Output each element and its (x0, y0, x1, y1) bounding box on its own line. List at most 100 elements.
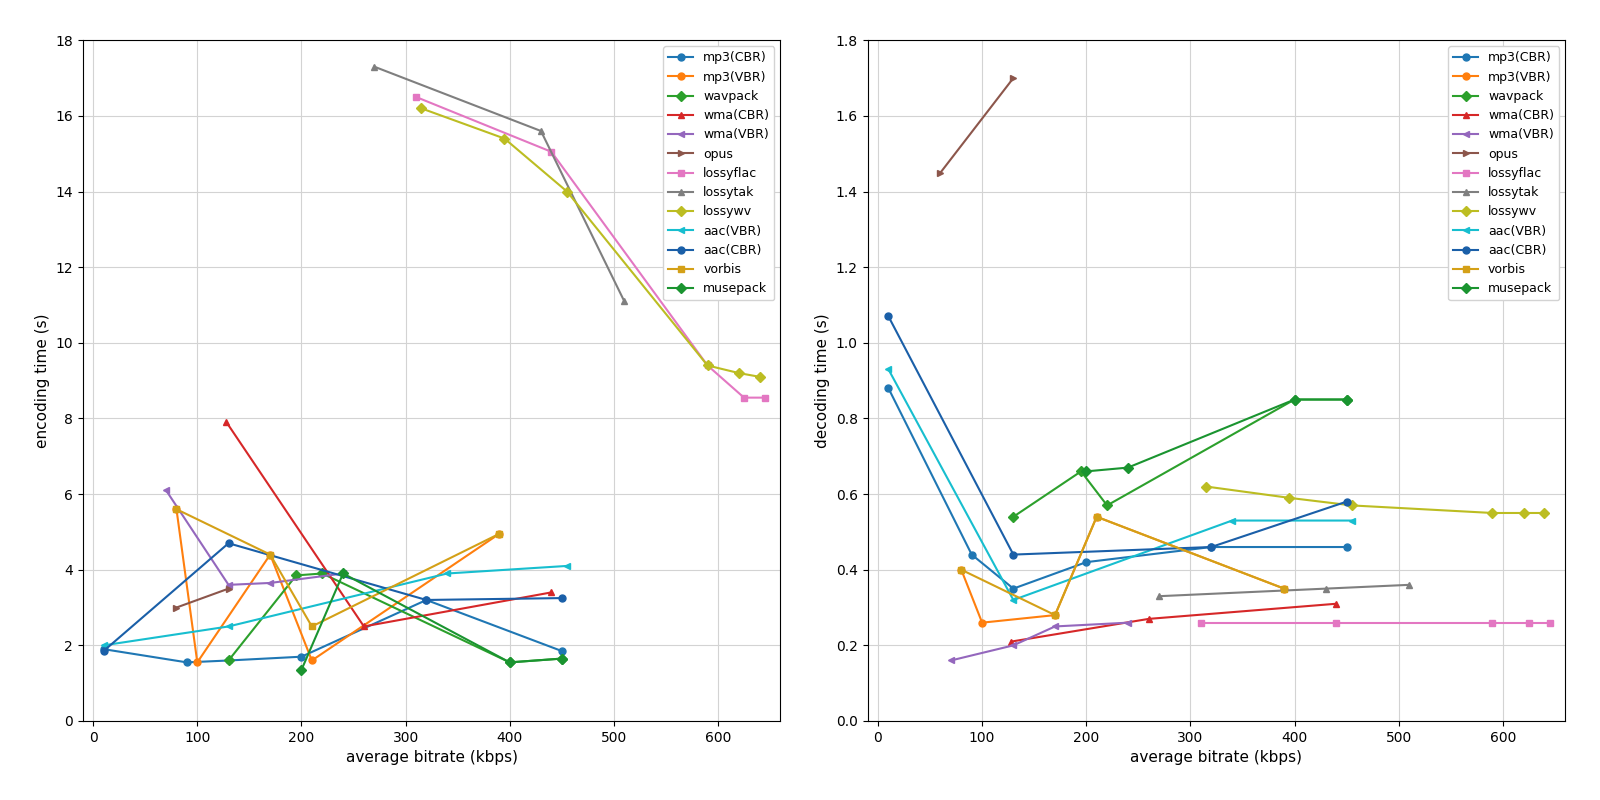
X-axis label: average bitrate (kbps): average bitrate (kbps) (346, 750, 518, 766)
lossyflac (1483, 618, 1502, 627)
lossyflac (1520, 618, 1539, 627)
lossyflac (755, 393, 774, 402)
lossywv (557, 186, 576, 196)
lossyflac (1192, 618, 1211, 627)
Line: opus: opus (938, 74, 1018, 176)
wavpack (1003, 512, 1022, 522)
Legend: mp3(CBR), mp3(VBR), wavpack, wma(CBR), wma(VBR), opus, lossyflac, lossytak, loss: mp3(CBR), mp3(VBR), wavpack, wma(CBR), w… (664, 46, 774, 301)
mp3(VBR) (490, 529, 509, 538)
lossytak (1400, 580, 1419, 590)
Line: mp3(VBR): mp3(VBR) (173, 506, 502, 666)
Line: lossyflac: lossyflac (413, 94, 768, 401)
mp3(CBR) (1202, 542, 1221, 552)
mp3(CBR) (878, 383, 898, 393)
musepack (1285, 394, 1304, 404)
mp3(VBR) (1086, 512, 1106, 522)
X-axis label: average bitrate (kbps): average bitrate (kbps) (1131, 750, 1302, 766)
lossytak (1149, 591, 1168, 601)
wma(VBR) (157, 486, 176, 495)
Line: aac(CBR): aac(CBR) (885, 313, 1350, 558)
aac(VBR) (1342, 516, 1362, 526)
lossywv (1280, 493, 1299, 502)
aac(CBR) (94, 646, 114, 656)
wavpack (1098, 501, 1117, 510)
vorbis (490, 529, 509, 538)
Line: lossytak: lossytak (371, 63, 627, 305)
lossytak (365, 62, 384, 71)
aac(VBR) (94, 641, 114, 650)
lossytak (1317, 584, 1336, 594)
vorbis (166, 505, 186, 514)
Line: lossyflac: lossyflac (1197, 619, 1554, 626)
Line: opus: opus (173, 585, 232, 611)
vorbis (1086, 512, 1106, 522)
Line: wma(VBR): wma(VBR) (947, 619, 1131, 664)
musepack (333, 569, 352, 578)
wavpack (1285, 394, 1304, 404)
wavpack (552, 654, 571, 663)
vorbis (952, 565, 971, 574)
wma(CBR) (1326, 599, 1346, 609)
mp3(VBR) (166, 505, 186, 514)
musepack (291, 665, 310, 674)
Line: lossywv: lossywv (1203, 483, 1547, 517)
lossyflac (1541, 618, 1560, 627)
lossytak (531, 126, 550, 136)
aac(CBR) (219, 538, 238, 548)
lossyflac (734, 393, 754, 402)
wavpack (501, 658, 520, 667)
lossyflac (406, 92, 426, 102)
Line: vorbis: vorbis (173, 506, 502, 630)
wavpack (1338, 394, 1357, 404)
lossyflac (1326, 618, 1346, 627)
musepack (1338, 394, 1357, 404)
opus (219, 584, 238, 594)
lossywv (730, 368, 749, 378)
mp3(VBR) (302, 656, 322, 666)
lossytak (614, 296, 634, 306)
wma(VBR) (333, 569, 352, 578)
aac(VBR) (557, 561, 576, 570)
aac(CBR) (416, 595, 435, 605)
mp3(CBR) (1077, 558, 1096, 567)
lossyflac (698, 361, 717, 370)
mp3(VBR) (1275, 584, 1294, 594)
Line: mp3(VBR): mp3(VBR) (958, 514, 1288, 626)
wavpack (1072, 466, 1091, 476)
Line: aac(CBR): aac(CBR) (101, 540, 565, 654)
Line: mp3(CBR): mp3(CBR) (101, 597, 565, 666)
Line: lossywv: lossywv (418, 105, 763, 380)
opus (1003, 74, 1022, 83)
mp3(CBR) (552, 646, 571, 656)
wma(VBR) (1045, 622, 1064, 631)
vorbis (261, 550, 280, 559)
Line: wavpack: wavpack (226, 570, 565, 666)
wma(VBR) (261, 578, 280, 588)
mp3(CBR) (178, 658, 197, 667)
Line: wma(CBR): wma(CBR) (1008, 600, 1339, 645)
vorbis (302, 622, 322, 631)
aac(VBR) (219, 622, 238, 631)
aac(VBR) (1003, 595, 1022, 605)
lossyflac (542, 147, 562, 157)
Line: aac(VBR): aac(VBR) (101, 562, 571, 649)
lossywv (750, 372, 770, 382)
Line: vorbis: vorbis (958, 514, 1288, 618)
mp3(VBR) (187, 658, 206, 667)
musepack (1118, 462, 1138, 472)
mp3(VBR) (261, 550, 280, 559)
mp3(CBR) (1003, 584, 1022, 594)
mp3(CBR) (291, 652, 310, 662)
opus (166, 602, 186, 612)
lossywv (494, 134, 514, 143)
aac(CBR) (1338, 497, 1357, 506)
lossywv (1342, 501, 1362, 510)
Legend: mp3(CBR), mp3(VBR), wavpack, wma(CBR), wma(VBR), opus, lossyflac, lossytak, loss: mp3(CBR), mp3(VBR), wavpack, wma(CBR), w… (1448, 46, 1558, 301)
aac(VBR) (438, 569, 458, 578)
wma(VBR) (941, 656, 960, 666)
wavpack (312, 569, 331, 578)
Line: lossytak: lossytak (1155, 582, 1413, 600)
wma(VBR) (1118, 618, 1138, 627)
wavpack (286, 570, 306, 580)
mp3(VBR) (973, 618, 992, 627)
